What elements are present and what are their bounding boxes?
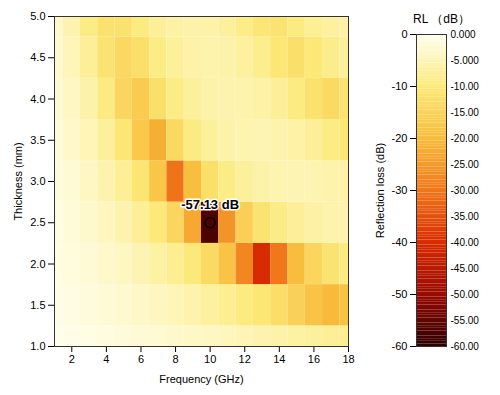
svg-text:-15.00: -15.00 bbox=[451, 107, 480, 118]
svg-text:Reflection loss (dB): Reflection loss (dB) bbox=[374, 143, 386, 238]
svg-text:-40: -40 bbox=[392, 236, 408, 248]
svg-text:0.000: 0.000 bbox=[451, 29, 476, 40]
svg-text:-20: -20 bbox=[392, 132, 408, 144]
svg-text:5.0: 5.0 bbox=[30, 10, 45, 22]
svg-text:10: 10 bbox=[204, 353, 216, 365]
svg-text:4.5: 4.5 bbox=[30, 51, 45, 63]
svg-text:-50.00: -50.00 bbox=[451, 289, 480, 300]
svg-text:-60: -60 bbox=[392, 340, 408, 352]
svg-text:2.0: 2.0 bbox=[30, 258, 45, 270]
svg-text:-5.000: -5.000 bbox=[451, 55, 480, 66]
svg-text:4: 4 bbox=[103, 353, 109, 365]
svg-text:2.5: 2.5 bbox=[30, 216, 45, 228]
svg-text:4.0: 4.0 bbox=[30, 93, 45, 105]
svg-text:-40.00: -40.00 bbox=[451, 237, 480, 248]
svg-text:-60.00: -60.00 bbox=[451, 341, 480, 352]
svg-text:-45.00: -45.00 bbox=[451, 263, 480, 274]
svg-text:Frequency (GHz): Frequency (GHz) bbox=[159, 373, 243, 385]
svg-text:18: 18 bbox=[342, 353, 354, 365]
svg-text:-55.00: -55.00 bbox=[451, 315, 480, 326]
svg-text:12: 12 bbox=[239, 353, 251, 365]
svg-text:8: 8 bbox=[172, 353, 178, 365]
svg-text:Thickness (mm): Thickness (mm) bbox=[12, 142, 24, 220]
svg-text:14: 14 bbox=[273, 353, 285, 365]
svg-text:3.0: 3.0 bbox=[30, 175, 45, 187]
svg-text:RL （dB）: RL （dB） bbox=[413, 12, 470, 26]
svg-text:-20.00: -20.00 bbox=[451, 133, 480, 144]
svg-text:1.5: 1.5 bbox=[30, 299, 45, 311]
svg-text:-50: -50 bbox=[392, 288, 408, 300]
svg-text:2: 2 bbox=[69, 353, 75, 365]
svg-text:3.5: 3.5 bbox=[30, 134, 45, 146]
svg-text:1.0: 1.0 bbox=[30, 340, 45, 352]
svg-text:-35.00: -35.00 bbox=[451, 211, 480, 222]
svg-text:-10.00: -10.00 bbox=[451, 81, 480, 92]
svg-text:-57.13 dB: -57.13 dB bbox=[181, 197, 239, 212]
svg-text:6: 6 bbox=[138, 353, 144, 365]
svg-text:-30.00: -30.00 bbox=[451, 185, 480, 196]
svg-text:-30: -30 bbox=[392, 184, 408, 196]
svg-text:16: 16 bbox=[308, 353, 320, 365]
svg-text:-25.00: -25.00 bbox=[451, 159, 480, 170]
svg-text:-10: -10 bbox=[392, 80, 408, 92]
svg-text:0: 0 bbox=[401, 28, 407, 40]
